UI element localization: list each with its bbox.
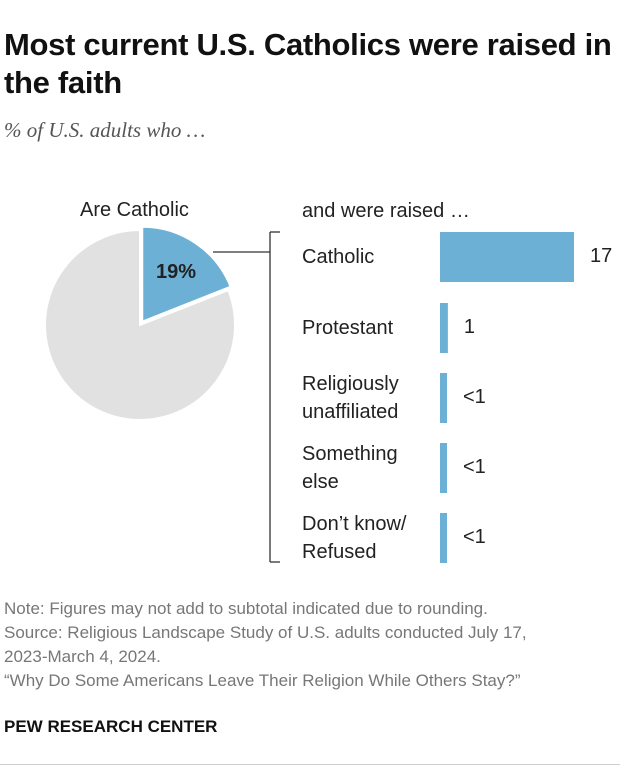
- category-label: Don’t know/Refused: [302, 510, 407, 566]
- bar: [440, 232, 574, 282]
- category-label-line: Don’t know/: [302, 513, 407, 535]
- bracket-connector: [213, 231, 280, 563]
- chart-subtitle: % of U.S. adults who …: [4, 118, 206, 142]
- bottom-rule: [0, 764, 620, 765]
- pie-label: Are Catholic: [80, 199, 189, 221]
- bar-chart: [440, 232, 574, 563]
- category-label: Religiously unaffiliated: [302, 370, 399, 426]
- bar-value-label: <1: [463, 526, 486, 548]
- category-label-line: else: [302, 471, 339, 493]
- bar-value-label: 17: [590, 245, 613, 267]
- source-text-line-1: Source: Religious Landscape Study of U.S…: [4, 623, 527, 642]
- bar: [440, 513, 447, 563]
- bar: [440, 303, 448, 353]
- source-text-line-2: 2023-March 4, 2024.: [4, 647, 161, 666]
- chart-canvas: [44, 225, 574, 563]
- pie-slice-rest: [44, 228, 236, 421]
- bar: [440, 373, 447, 423]
- chart-title: Most current U.S. Catholics were raised …: [4, 27, 612, 100]
- pie-chart: [44, 225, 236, 421]
- brand-name: PEW RESEARCH CENTER: [4, 717, 218, 736]
- note-text: Note: Figures may not add to subtotal in…: [4, 599, 488, 618]
- category-label-line: Something: [302, 443, 398, 465]
- category-label-line: Refused: [302, 541, 377, 563]
- bar-value-label: <1: [463, 386, 486, 408]
- bar-value-label: 1: [463, 316, 475, 338]
- category-label-line: Protestant: [302, 317, 394, 339]
- category-label: Catholic: [302, 243, 374, 271]
- category-label-line: Religiously: [302, 373, 399, 395]
- category-label-line: Catholic: [302, 246, 375, 268]
- report-title: “Why Do Some Americans Leave Their Relig…: [4, 671, 521, 690]
- category-label: Protestant: [302, 314, 393, 342]
- bars-header: and were raised …: [302, 200, 470, 222]
- pie-slice-value-label: 19%: [156, 261, 197, 283]
- category-label: Something else: [302, 440, 398, 496]
- bar-value-label: <1: [463, 456, 486, 478]
- category-label-line: unaffiliated: [302, 401, 399, 423]
- pie-slice-catholic: [141, 225, 232, 324]
- bar: [440, 443, 447, 493]
- footnotes: Note: Figures may not add to subtotal in…: [4, 597, 616, 693]
